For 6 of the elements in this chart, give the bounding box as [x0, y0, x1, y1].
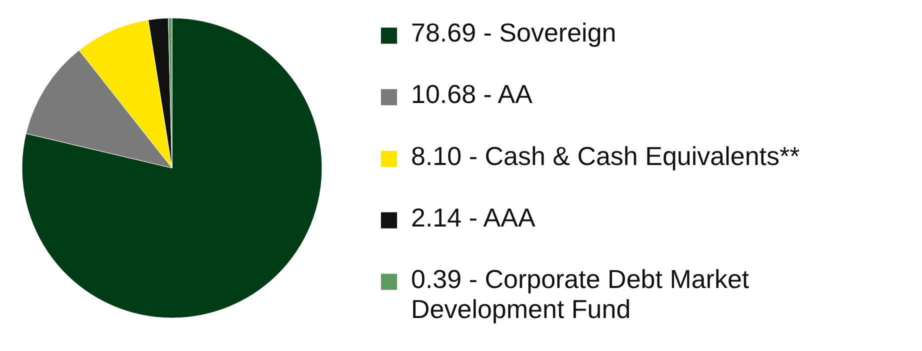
pie-slice: [22, 18, 322, 318]
legend-label: 8.10 - Cash & Cash Equivalents**: [411, 140, 800, 171]
legend-label: 0.39 - Corporate Debt Market Development Fund: [411, 264, 750, 324]
legend-label: 2.14 - AAA: [411, 202, 536, 232]
legend-label: 78.69 - Sovereign: [411, 18, 616, 48]
legend-label: 10.68 - AA: [411, 79, 534, 110]
